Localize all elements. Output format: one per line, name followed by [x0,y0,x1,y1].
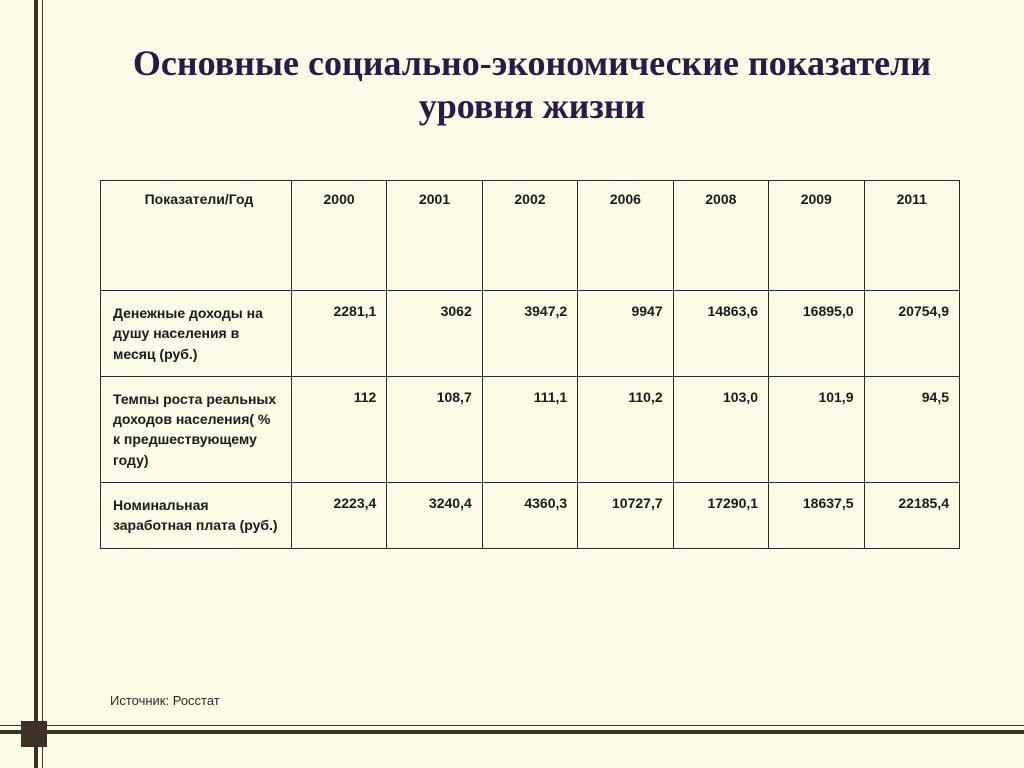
header-year: 2008 [673,181,768,291]
cell-value: 110,2 [578,376,673,482]
accent-lines-vertical [0,0,60,768]
cell-value: 4360,3 [482,483,577,549]
accent-lines-horizontal [0,733,1024,734]
cell-value: 3947,2 [482,291,577,377]
cell-value: 3240,4 [387,483,482,549]
table-header-row: Показатели/Год 2000 2001 2002 2006 2008 … [101,181,960,291]
row-label: Денежные доходы на душу населения в меся… [101,291,292,377]
table-row: Денежные доходы на душу населения в меся… [101,291,960,377]
cell-value: 101,9 [769,376,864,482]
header-year: 2011 [864,181,960,291]
cell-value: 2223,4 [291,483,386,549]
data-table: Показатели/Год 2000 2001 2002 2006 2008 … [100,180,960,549]
table-row: Номинальная заработная плата (руб.) 2223… [101,483,960,549]
cell-value: 22185,4 [864,483,960,549]
header-year: 2001 [387,181,482,291]
accent-corner-square [21,721,47,747]
header-year: 2009 [769,181,864,291]
header-year: 2002 [482,181,577,291]
cell-value: 16895,0 [769,291,864,377]
cell-value: 10727,7 [578,483,673,549]
cell-value: 2281,1 [291,291,386,377]
cell-value: 9947 [578,291,673,377]
cell-value: 108,7 [387,376,482,482]
cell-value: 17290,1 [673,483,768,549]
slide: Основные социально-экономические показат… [0,0,1024,768]
row-label: Номинальная заработная плата (руб.) [101,483,292,549]
header-year: 2000 [291,181,386,291]
cell-value: 3062 [387,291,482,377]
row-label: Темпы роста реальных доходов населения( … [101,376,292,482]
slide-title: Основные социально-экономические показат… [100,42,964,128]
source-label: Источник: Росстат [110,693,220,708]
cell-value: 111,1 [482,376,577,482]
table-row: Темпы роста реальных доходов населения( … [101,376,960,482]
cell-value: 20754,9 [864,291,960,377]
header-indicator: Показатели/Год [101,181,292,291]
cell-value: 18637,5 [769,483,864,549]
cell-value: 103,0 [673,376,768,482]
cell-value: 112 [291,376,386,482]
cell-value: 14863,6 [673,291,768,377]
header-year: 2006 [578,181,673,291]
cell-value: 94,5 [864,376,960,482]
